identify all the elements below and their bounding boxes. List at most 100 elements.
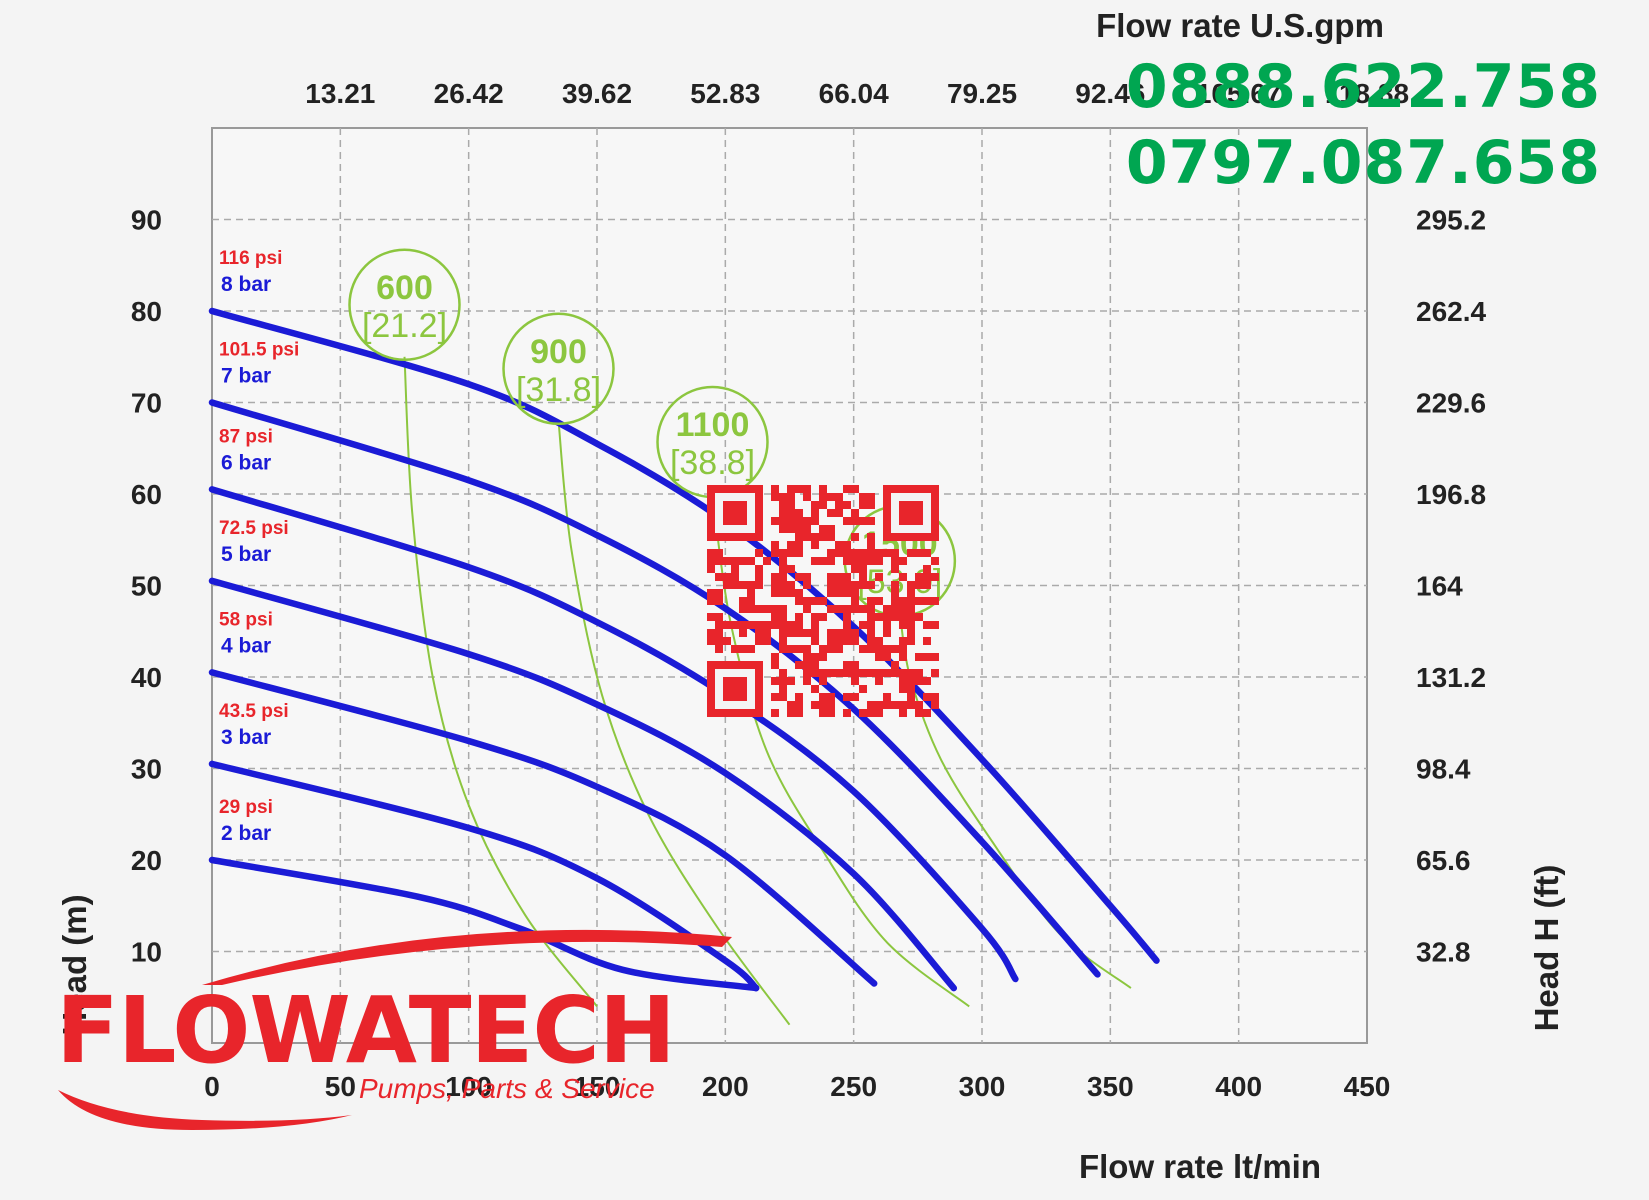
- qr-module: [891, 581, 899, 589]
- qr-module: [771, 661, 779, 669]
- qr-module: [899, 597, 907, 605]
- qr-module: [779, 557, 787, 565]
- y-axis-title: Head (m): [56, 894, 93, 1035]
- qr-module: [787, 485, 795, 493]
- qr-module: [891, 645, 899, 653]
- qr-module: [835, 573, 843, 581]
- qr-module: [779, 581, 787, 589]
- phone-number-1[interactable]: 0888.622.758: [1125, 52, 1601, 122]
- qr-module: [803, 661, 811, 669]
- qr-module: [707, 629, 715, 637]
- qr-module: [907, 637, 915, 645]
- qr-module: [779, 629, 787, 637]
- qr-module: [811, 597, 819, 605]
- qr-module: [859, 557, 867, 565]
- qr-module: [843, 549, 851, 557]
- qr-module: [875, 669, 883, 677]
- qr-module: [875, 613, 883, 621]
- power-bubbles: 600[21.2]900[31.8]1100[38.8]1500[53.0]: [348, 248, 957, 618]
- qr-module: [763, 557, 771, 565]
- qr-module: [915, 597, 923, 605]
- qr-module: [779, 605, 787, 613]
- qr-module: [723, 621, 731, 629]
- psi-label: 29 psi: [219, 797, 273, 818]
- qr-module: [795, 589, 803, 597]
- qr-module: [867, 709, 875, 717]
- qr-module: [835, 501, 843, 509]
- qr-module: [859, 605, 867, 613]
- qr-module: [867, 613, 875, 621]
- qr-module: [843, 501, 851, 509]
- qr-module: [771, 653, 779, 661]
- qr-module: [859, 565, 867, 573]
- qr-module: [899, 573, 907, 581]
- qr-module: [899, 709, 907, 717]
- qr-module: [819, 677, 827, 685]
- qr-module: [835, 637, 843, 645]
- qr-module: [787, 549, 795, 557]
- qr-module: [771, 549, 779, 557]
- qr-module: [795, 597, 803, 605]
- power-curve-900: [557, 420, 791, 1026]
- qr-module: [811, 533, 819, 541]
- logo-swoosh: [58, 929, 732, 1130]
- bar-label: 5 bar: [221, 543, 271, 566]
- qr-module: [715, 549, 723, 557]
- qr-module: [803, 653, 811, 661]
- qr-module: [795, 509, 803, 517]
- qr-module: [755, 629, 763, 637]
- qr-module: [739, 629, 747, 637]
- phone-number-2[interactable]: 0797.087.658: [1125, 128, 1601, 198]
- qr-module: [859, 645, 867, 653]
- power-curve-1100: [711, 493, 970, 1008]
- qr-module: [803, 573, 811, 581]
- qr-module: [827, 645, 835, 653]
- top-tick-label: 26.42: [434, 78, 504, 109]
- qr-module: [843, 661, 851, 669]
- qr-module: [835, 581, 843, 589]
- qr-module: [915, 709, 923, 717]
- x-tick-label: 350: [1087, 1071, 1134, 1102]
- qr-module: [915, 573, 923, 581]
- top-tick-label: 39.62: [562, 78, 632, 109]
- qr-code[interactable]: [707, 485, 939, 717]
- pressure-curve-7-bar: [208, 399, 1101, 978]
- qr-module: [787, 677, 795, 685]
- qr-module: [731, 573, 739, 581]
- qr-module: [827, 669, 835, 677]
- qr-module: [915, 653, 923, 661]
- qr-module: [915, 677, 923, 685]
- qr-module: [739, 597, 747, 605]
- qr-module: [787, 589, 795, 597]
- qr-module: [787, 501, 795, 509]
- qr-module: [915, 613, 923, 621]
- qr-module: [747, 621, 755, 629]
- qr-module: [795, 525, 803, 533]
- qr-module: [795, 533, 803, 541]
- qr-module: [715, 557, 723, 565]
- qr-module: [827, 549, 835, 557]
- qr-module: [819, 693, 827, 701]
- qr-module: [795, 573, 803, 581]
- qr-module: [827, 629, 835, 637]
- qr-module: [867, 629, 875, 637]
- qr-module: [843, 557, 851, 565]
- qr-module: [907, 677, 915, 685]
- psi-label: 101.5 psi: [219, 340, 299, 361]
- x-axis-title: Flow rate lt/min: [1079, 1148, 1321, 1185]
- qr-module: [763, 637, 771, 645]
- qr-module: [827, 533, 835, 541]
- qr-module: [867, 533, 875, 541]
- qr-module: [891, 565, 899, 573]
- qr-module: [715, 613, 723, 621]
- qr-module: [779, 677, 787, 685]
- qr-module: [875, 653, 883, 661]
- qr-module: [875, 549, 883, 557]
- top-axis-ticks: 13.21 26.42 39.62 52.83 66.04 79.25 92.46 105.6…: [305, 78, 1409, 109]
- qr-module: [867, 549, 875, 557]
- qr-module: [779, 509, 787, 517]
- qr-module: [795, 645, 803, 653]
- grid-lines: [212, 128, 1367, 1043]
- qr-module: [867, 669, 875, 677]
- qr-module: [779, 693, 787, 701]
